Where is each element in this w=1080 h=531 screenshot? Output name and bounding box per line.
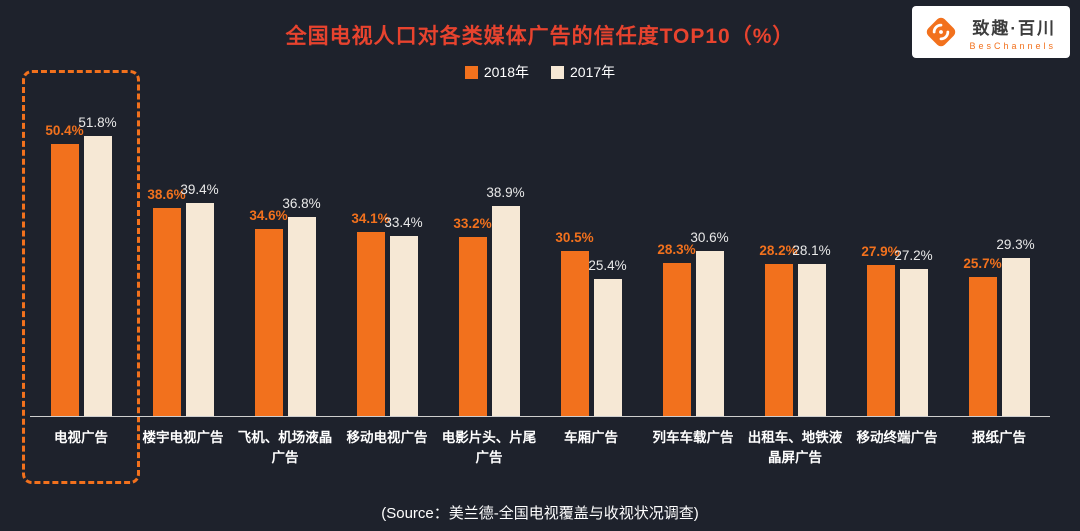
value-label-2017: 25.4% (588, 257, 627, 273)
bar-2017: 27.2% (894, 248, 933, 416)
bar-2017: 25.4% (588, 258, 627, 416)
category-label: 车厢广告 (564, 430, 618, 445)
category-label: 电视广告 (54, 430, 108, 445)
value-label-2017: 29.3% (996, 236, 1035, 252)
brand-logo-text: 致趣·百川 BesChannels (969, 14, 1056, 51)
brand-logo-icon (927, 17, 956, 47)
value-label-2017: 51.8% (78, 115, 117, 131)
category-label: 报纸广告 (972, 430, 1026, 445)
value-label-2017: 33.4% (384, 214, 423, 230)
bar-chart: 50.4% 51.8% 电视广告 38.6% 39.4% 楼宇电视广告 34.6% 36.8%… (22, 70, 1050, 484)
bar-group: 34.1% 33.4% 移动电视广告 (336, 86, 438, 482)
value-label-2017: 27.2% (894, 248, 933, 264)
bar-2018: 34.1% (351, 211, 390, 416)
bar-2018: 50.4% (45, 123, 84, 416)
brand-logo: 致趣·百川 BesChannels (912, 6, 1070, 58)
source-note: (Source：美兰德-全国电视覆盖与收视状况调查) (381, 505, 699, 522)
category-label: 电影片头、片尾 广告 (441, 430, 537, 466)
bar-2018: 28.3% (657, 242, 696, 416)
value-label-2017: 28.1% (792, 243, 831, 259)
chart-baseline (30, 416, 1050, 417)
value-label-2017: 38.9% (486, 184, 525, 200)
legend-label: 2018年 (483, 64, 529, 80)
bar-group: 28.3% 30.6% 列车车载广告 (642, 86, 744, 482)
bar-2017: 36.8% (282, 196, 321, 416)
legend-swatch (464, 65, 478, 79)
bar-2017: 39.4% (180, 182, 219, 416)
bar-2017: 29.3% (996, 237, 1035, 416)
value-label-2017: 36.8% (282, 196, 321, 212)
bar-group: 34.6% 36.8% 飞机、机场液晶 广告 (234, 86, 336, 482)
bar-2018: 33.2% (453, 216, 492, 416)
value-label-2018: 34.6% (249, 208, 288, 224)
category-label: 列车车载广告 (652, 430, 734, 445)
bar-group: 50.4% 51.8% 电视广告 (22, 70, 140, 484)
bar-pair: 28.3% 30.6% (657, 86, 729, 416)
bar-2017: 38.9% (486, 185, 525, 416)
chart-title: 全国电视人口对各类媒体广告的信任度TOP10（%） (285, 25, 795, 48)
value-label-2018: 28.2% (759, 242, 798, 258)
value-label-2018: 25.7% (963, 256, 1002, 272)
value-label-2017: 39.4% (180, 182, 219, 198)
bar-2018: 27.9% (861, 244, 900, 416)
brand-subtitle: BesChannels (969, 40, 1056, 51)
value-label-2018: 30.5% (555, 230, 594, 246)
bar-2018: 34.6% (249, 208, 288, 416)
bar-group: 30.5% 25.4% 车厢广告 (540, 86, 642, 482)
bar-2017: 28.1% (792, 243, 831, 416)
bar-2017: 33.4% (384, 215, 423, 416)
chart-legend: 2018年 2017年 (0, 62, 1080, 82)
bar-group: 25.7% 29.3% 报纸广告 (948, 86, 1050, 482)
bar-2018: 28.2% (759, 243, 798, 416)
bar-group: 27.9% 27.2% 移动终端广告 (846, 86, 948, 482)
value-label-2018: 34.1% (351, 210, 390, 226)
bar-2017: 51.8% (78, 115, 117, 416)
bar-pair: 34.6% 36.8% (249, 86, 321, 416)
category-label: 飞机、机场液晶 广告 (237, 430, 333, 466)
legend-item-2017: 2017年 (551, 62, 615, 82)
legend-label: 2017年 (570, 64, 616, 80)
bar-pair: 28.2% 28.1% (759, 86, 831, 416)
category-label: 楼宇电视广告 (142, 430, 224, 445)
bar-pair: 50.4% 51.8% (45, 86, 117, 416)
legend-item-2018: 2018年 (464, 62, 529, 82)
value-label-2018: 50.4% (45, 122, 84, 138)
bar-2017: 30.6% (690, 230, 729, 416)
value-label-2017: 30.6% (690, 229, 729, 245)
bar-pair: 30.5% 25.4% (555, 86, 627, 416)
value-label-2018: 27.9% (861, 244, 900, 260)
bar-pair: 34.1% 33.4% (351, 86, 423, 416)
value-label-2018: 38.6% (147, 186, 186, 202)
category-label: 移动电视广告 (346, 430, 428, 445)
legend-swatch (551, 65, 564, 79)
value-label-2018: 33.2% (453, 215, 492, 231)
bar-groups: 50.4% 51.8% 电视广告 38.6% 39.4% 楼宇电视广告 34.6% 36.8%… (22, 70, 1050, 484)
bar-pair: 33.2% 38.9% (453, 86, 525, 416)
category-label: 移动终端广告 (856, 430, 938, 445)
brand-name: 致趣·百川 (972, 18, 1056, 38)
bar-2018: 38.6% (147, 187, 186, 416)
bar-group: 28.2% 28.1% 出租车、地铁液 晶屏广告 (744, 86, 846, 482)
value-label-2018: 28.3% (657, 242, 696, 258)
bar-2018: 30.5% (555, 230, 594, 416)
category-label: 出租车、地铁液 晶屏广告 (747, 430, 843, 466)
bar-2018: 25.7% (963, 256, 1002, 416)
bar-pair: 25.7% 29.3% (963, 86, 1035, 416)
bar-pair: 27.9% 27.2% (861, 86, 933, 416)
bar-group: 33.2% 38.9% 电影片头、片尾 广告 (438, 86, 540, 482)
bar-pair: 38.6% 39.4% (147, 86, 219, 416)
bar-group: 38.6% 39.4% 楼宇电视广告 (132, 86, 234, 482)
